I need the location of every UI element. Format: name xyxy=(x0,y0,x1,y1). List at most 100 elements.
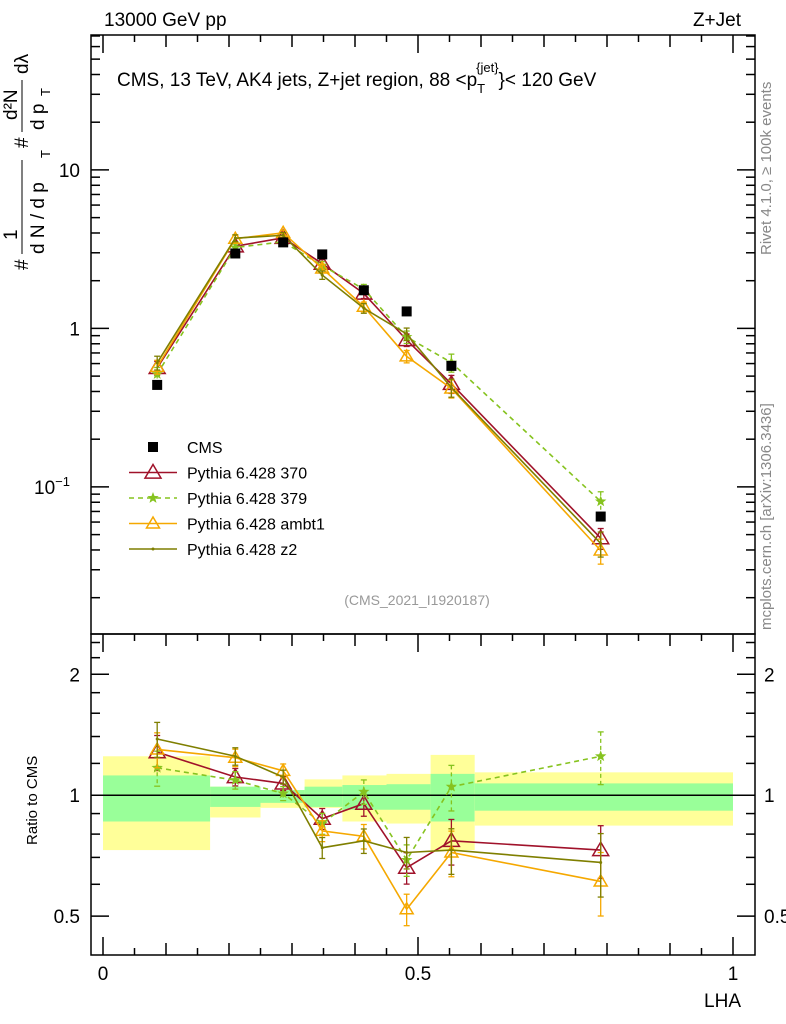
y-tick-label: 1 xyxy=(69,319,80,340)
ylabel-den2: d p xyxy=(28,104,49,130)
main-point-z2 xyxy=(405,332,409,336)
main-point-p379 xyxy=(229,241,241,253)
legend-marker-p379 xyxy=(147,492,159,503)
ratio-point-z2 xyxy=(320,846,324,850)
ratio-y-tick-label-right: 0.5 xyxy=(764,907,786,928)
legend-item-ambt1: Pythia 6.428 ambt1 xyxy=(129,515,325,534)
main-point-z2 xyxy=(449,386,453,390)
main-point-z2 xyxy=(281,233,285,237)
legend-label-p379: Pythia 6.428 379 xyxy=(187,491,307,508)
ylabel-lambda: dλ xyxy=(12,53,33,74)
x-tick-label: 1 xyxy=(728,964,739,985)
x-tick-label: 0 xyxy=(98,964,109,985)
legend-item-cms: CMS xyxy=(148,440,223,457)
y-tick-label: 10−1 xyxy=(34,474,70,499)
band-inner xyxy=(386,784,431,810)
main-series-ambt1 xyxy=(149,224,609,565)
ratio-y-tick-label: 1 xyxy=(69,786,80,807)
x-axis-label: LHA xyxy=(704,991,741,1012)
ratio-point-p370 xyxy=(354,794,374,810)
ratio-bands xyxy=(103,754,733,851)
main-series-cms xyxy=(152,237,606,522)
legend-marker-p370 xyxy=(143,463,163,479)
main-point-cms xyxy=(446,360,457,371)
ratio-point-p379 xyxy=(445,780,458,792)
ratio-point-z2 xyxy=(155,737,159,741)
band-inner xyxy=(304,786,343,807)
ratio-point-z2 xyxy=(449,848,453,852)
band-inner xyxy=(430,773,475,822)
ratio-y-tick-label: 0.5 xyxy=(54,907,80,928)
main-point-ambt1 xyxy=(149,358,165,373)
legend-label-z2: Pythia 6.428 z2 xyxy=(187,542,297,559)
ratio-line-p379 xyxy=(157,755,601,862)
main-point-z2 xyxy=(362,306,366,310)
ratio-point-ambt1 xyxy=(398,901,415,915)
legend-item-z2: Pythia 6.428 z2 xyxy=(129,542,297,559)
main-point-cms xyxy=(317,249,328,260)
main-point-cms xyxy=(278,237,289,248)
ratio-point-p379 xyxy=(595,750,607,762)
ratio-point-z2 xyxy=(405,850,409,854)
analysis-label: (CMS_2021_I1920187) xyxy=(344,592,490,608)
main-point-p379 xyxy=(595,495,607,507)
band-inner xyxy=(474,783,733,811)
header-right: Z+Jet xyxy=(693,10,742,31)
ratio-series-z2 xyxy=(154,721,604,898)
ratio-point-z2 xyxy=(362,839,366,843)
band-inner xyxy=(210,786,261,807)
data-marks xyxy=(147,224,611,927)
ratio-point-p379 xyxy=(229,774,241,785)
plot-title: CMS, 13 TeV, AK4 jets, Z+jet region, 88 … xyxy=(117,60,597,96)
main-point-cms xyxy=(401,306,412,317)
side-label-mcplots: mcplots.cern.ch [arXiv:1306.3436] xyxy=(758,403,775,630)
ylabel-hash: # xyxy=(12,259,33,270)
main-point-cms xyxy=(152,379,163,390)
main-point-cms xyxy=(230,248,241,259)
header-left: 13000 GeV pp xyxy=(104,10,227,31)
ratio-point-p379 xyxy=(277,787,289,799)
main-point-cms xyxy=(358,285,369,296)
ratio-point-z2 xyxy=(233,754,237,758)
main-point-cms xyxy=(595,511,606,522)
ylabel-num2: d²N xyxy=(1,89,22,120)
main-line-p370 xyxy=(156,236,602,539)
legend-marker-ambt1 xyxy=(145,515,161,529)
legend-label-p370: Pythia 6.428 370 xyxy=(187,466,307,483)
main-line-z2 xyxy=(156,234,602,544)
ratio-series-ambt1 xyxy=(149,732,609,927)
legend-marker-z2 xyxy=(151,547,155,551)
main-point-ambt1 xyxy=(398,348,415,362)
side-label-rivet: Rivet 4.1.0, ≥ 100k events xyxy=(758,82,775,255)
legend-label-cms: CMS xyxy=(187,440,223,457)
y-axis-label-ratio: Ratio to CMS xyxy=(24,756,41,845)
x-tick-label: 0.5 xyxy=(405,964,431,985)
ratio-y-tick-label-right: 2 xyxy=(764,665,775,686)
main-point-z2 xyxy=(233,236,237,240)
ratio-point-p379 xyxy=(358,785,370,797)
axes: 10 1 10−1 2 2 1 1 0.5 0.5 0 0.5 1 xyxy=(34,34,786,985)
main-point-z2 xyxy=(155,361,159,365)
main-point-z2 xyxy=(320,273,324,277)
ratio-line-z2 xyxy=(157,738,601,864)
main-point-z2 xyxy=(599,541,603,545)
main-line-p379 xyxy=(156,240,602,502)
legend-item-p379: Pythia 6.428 379 xyxy=(129,491,307,508)
ylabel-hash2: # xyxy=(12,137,33,148)
main-series-z2 xyxy=(154,231,604,558)
ylabel-sub-t2: T xyxy=(38,88,53,96)
legend-item-p370: Pythia 6.428 370 xyxy=(129,463,307,483)
ratio-point-z2 xyxy=(599,860,603,864)
ratio-point-ambt1 xyxy=(314,822,331,837)
y-axis-label-main: # 1 d N / d p T # d²N d p T dλ xyxy=(1,53,53,270)
ratio-y-tick-label: 2 xyxy=(69,665,80,686)
legend-marker-cms xyxy=(148,442,158,452)
ratio-y-tick-label-right: 1 xyxy=(764,786,775,807)
ylabel-den1: d N / d p xyxy=(28,182,49,254)
ratio-point-z2 xyxy=(281,775,285,779)
legend-label-ambt1: Pythia 6.428 ambt1 xyxy=(187,517,325,534)
y-tick-label: 10 xyxy=(59,161,80,182)
ylabel-sub-t: T xyxy=(38,150,53,158)
legend: CMS Pythia 6.428 370 Pythia 6.428 379 Pythi… xyxy=(129,440,325,559)
